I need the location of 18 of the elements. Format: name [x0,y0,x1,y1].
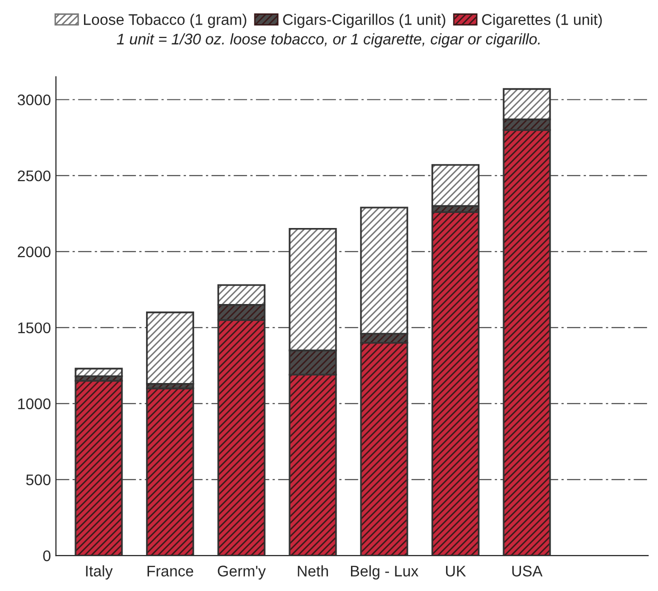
x-tick-label: Neth [298,565,328,576]
y-tick-label: 1500 [18,322,50,334]
chart-subtitle: 1 unit = 1/30 oz. loose tobacco, or 1 cigarette, cigar or cigarillo. [116,33,540,48]
x-tick-label: USA [512,566,543,576]
legend-label: Cigarettes (1 unit) [482,14,602,28]
x-tick-label: Belg - Lux [351,565,418,580]
y-tick-label: 2500 [18,170,50,182]
y-tick-label: 3000 [18,94,50,106]
x-tick-label: Germ'y [218,566,266,580]
x-tick-label: UK [446,566,466,576]
x-tick-label: Italy [86,565,113,580]
y-tick-label: 2000 [18,246,50,258]
y-tick-label: 0 [43,550,50,562]
y-tick-label: 500 [26,474,50,486]
x-tick-label: France [148,566,194,576]
y-tick-label: 1000 [18,398,50,410]
legend-label: Cigars-Cigarillos (1 unit) [283,14,446,28]
legend-label: Loose Tobacco (1 gram) [84,14,246,28]
